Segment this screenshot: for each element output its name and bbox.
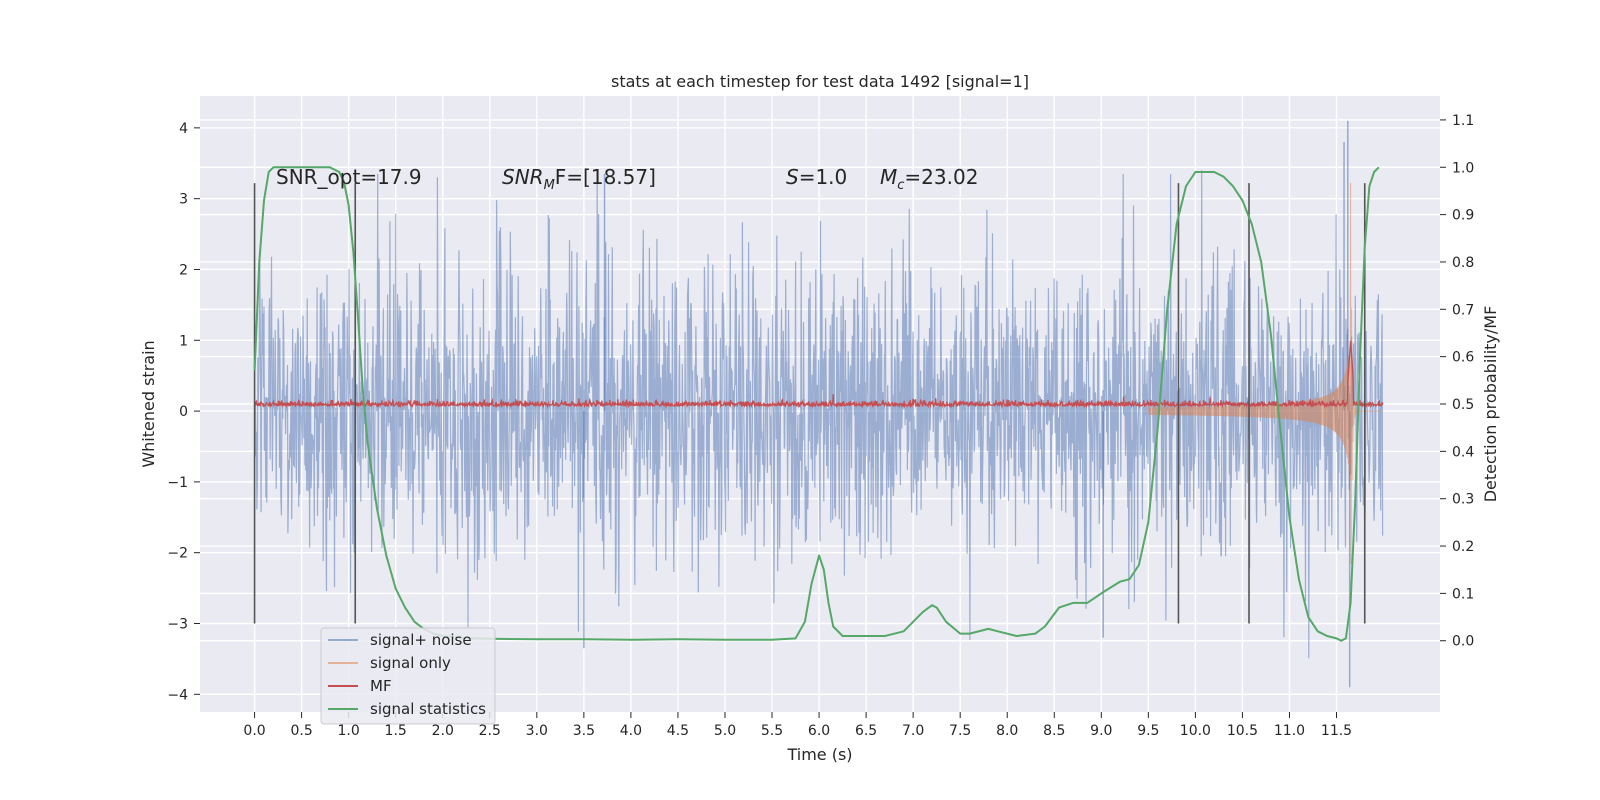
x-tick-label: 11.0 [1274, 723, 1305, 739]
chart-title: stats at each timestep for test data 149… [611, 72, 1029, 91]
y2-tick-label: 0.2 [1452, 539, 1474, 555]
y2-tick-label: 0.9 [1452, 208, 1474, 224]
annotation-mc: Mc=23.02 [880, 165, 978, 193]
mf-line [254, 340, 1384, 409]
x-tick-label: 5.5 [761, 723, 783, 739]
y2-axis-label: Detection probability/MF [1481, 306, 1500, 503]
series-signal-statistics [253, 166, 1380, 642]
x-tick-label: 9.0 [1090, 723, 1112, 739]
y2-tick-label: 0.4 [1452, 444, 1474, 460]
annotation-mc-value: =23.02 [904, 165, 978, 189]
signal-statistics-line [253, 166, 1380, 642]
x-tick-label: 7.5 [949, 723, 971, 739]
legend-box [320, 627, 496, 725]
y2-tick-label: 1.1 [1452, 113, 1474, 129]
x-tick-label: 10.5 [1227, 723, 1258, 739]
series-mf [254, 340, 1384, 409]
annotation-s-name: S [786, 165, 799, 189]
y2-tick-label: 0.5 [1452, 397, 1474, 413]
y-tick-label: 1 [179, 333, 188, 349]
x-tick-label: 2.0 [432, 723, 454, 739]
x-tick-label: 4.0 [620, 723, 642, 739]
y-tick-label: 3 [179, 192, 188, 208]
x-tick-label: 6.0 [808, 723, 830, 739]
y-tick-label: 0 [179, 404, 188, 420]
y-tick-label: 2 [179, 262, 188, 278]
y2-tick-label: 0.7 [1452, 302, 1474, 318]
y-axis-label: Whitened strain [139, 340, 158, 467]
y-tick-label: −2 [167, 546, 188, 562]
axes: 0.0 0.5 1.0 1.5 2.0 2.5 3.0 3.5 4.0 4.5 5.0 5.5 6.0 6… [167, 113, 1474, 739]
x-tick-label: 10.0 [1180, 723, 1211, 739]
legend: signal+ noise signal only MF signal stat… [320, 627, 496, 725]
y2-tick-label: 0.0 [1452, 634, 1474, 650]
signal-noise-line [254, 170, 1384, 659]
annotation-mc-sub: c [897, 178, 904, 193]
annotation-s-value: =1.0 [799, 165, 848, 189]
annotation-s: S=1.0 [786, 165, 847, 189]
x-tick-label: 0.5 [290, 723, 312, 739]
x-tick-label: 3.0 [526, 723, 548, 739]
y2-tick-label: 0.1 [1452, 586, 1474, 602]
x-tick-label: 3.5 [573, 723, 595, 739]
annotation-snr-mf-sub: M [544, 178, 555, 193]
legend-label-mf: MF [370, 677, 392, 695]
x-tick-label: 7.0 [902, 723, 924, 739]
annotation-snr-mf-value: F=[18.57] [555, 165, 656, 189]
annotation-snr-mf-name: SNR [502, 165, 544, 189]
x-tick-label: 1.0 [338, 723, 360, 739]
legend-label-signal-noise: signal+ noise [370, 631, 472, 649]
x-tick-label: 1.5 [385, 723, 407, 739]
y2-tick-label: 0.6 [1452, 350, 1474, 366]
x-tick-label: 2.5 [479, 723, 501, 739]
y-tick-label: −4 [167, 687, 188, 703]
annotation-snr-opt: SNR_opt=17.9 [276, 165, 422, 189]
y2-tick-label: 0.8 [1452, 255, 1474, 271]
series-signal-only [1148, 182, 1383, 565]
series-signal-noise [254, 120, 1384, 688]
x-tick-label: 5.0 [714, 723, 736, 739]
x-tick-label: 11.5 [1321, 723, 1352, 739]
annotation-snr-mf: SNRMF=[18.57] [502, 165, 656, 193]
y2-tick-label: 0.3 [1452, 492, 1474, 508]
x-tick-label: 8.0 [996, 723, 1018, 739]
x-tick-label: 9.5 [1137, 723, 1159, 739]
x-tick-label: 8.5 [1043, 723, 1065, 739]
x-tick-label: 6.5 [855, 723, 877, 739]
legend-label-signal-only: signal only [370, 654, 451, 672]
legend-label-signal-statistics: signal statistics [370, 700, 486, 718]
signal-only-line [1148, 182, 1383, 565]
x-axis-label: Time (s) [786, 745, 852, 764]
x-tick-label: 0.0 [243, 723, 265, 739]
annotation-mc-name: M [880, 165, 897, 189]
y2-tick-label: 1.0 [1452, 160, 1474, 176]
x-tick-label: 4.5 [667, 723, 689, 739]
y-tick-label: −1 [167, 475, 188, 491]
y-tick-label: −3 [167, 616, 188, 632]
y-tick-label: 4 [179, 121, 188, 137]
